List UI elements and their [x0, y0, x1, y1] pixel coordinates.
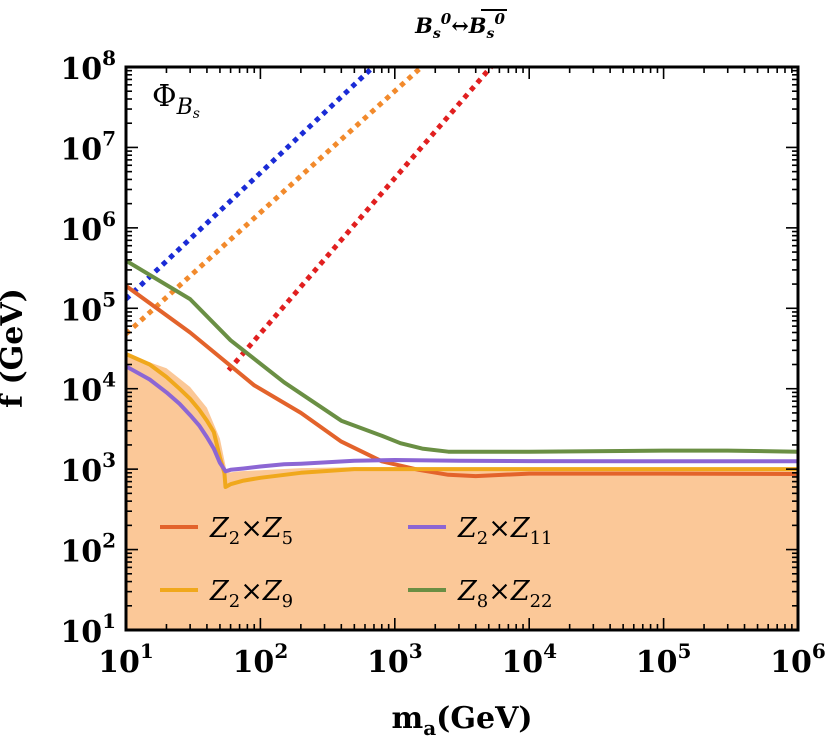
- plot-area: [126, 67, 798, 630]
- series-line-2: [126, 352, 798, 489]
- title-meson-sub: s: [433, 26, 441, 42]
- dashed-line-2: [126, 67, 424, 336]
- dashed-lines: [126, 67, 493, 372]
- chart-title: Bs0↔Bs0: [414, 10, 505, 42]
- series-line-4: [126, 258, 798, 454]
- title-antimeson-sup: 0: [494, 10, 505, 28]
- x-tick-label: 106: [770, 639, 826, 680]
- dashed-line-3: [226, 67, 493, 372]
- x-axis-title: ma(GeV): [391, 701, 532, 740]
- y-tick-label: 104: [60, 368, 116, 409]
- title-antimeson-sub: s: [487, 26, 495, 42]
- y-tick-label: 108: [60, 46, 116, 87]
- series-line-3: [126, 364, 798, 474]
- title-meson: B: [414, 13, 433, 38]
- legend-label: Z2×Z9: [209, 576, 293, 612]
- x-tick-label: 103: [367, 639, 423, 680]
- series-lines: [126, 258, 798, 489]
- y-tick-label: 103: [60, 448, 116, 489]
- y-axis-title: f (GeV): [0, 288, 30, 408]
- title-meson-sup: 0: [441, 10, 452, 28]
- legend-label: Z2×Z5: [209, 513, 293, 549]
- y-tick-label: 101: [60, 609, 116, 650]
- title-antimeson: B: [468, 13, 487, 38]
- y-tick-label: 102: [60, 529, 116, 570]
- series-line-1: [126, 284, 798, 479]
- plot-frame: [124, 65, 800, 632]
- y-tick-labels: 101 102 103 104 105 106 107 108: [60, 46, 116, 650]
- x-tick-label: 104: [501, 639, 557, 680]
- y-tick-label: 105: [60, 287, 116, 328]
- dashed-line-1: [126, 67, 375, 301]
- legend: Z2×Z5 Z2×Z9 Z2×Z11 Z8×Z22: [160, 513, 553, 612]
- x-tick-label: 102: [233, 639, 289, 680]
- y-tick-label: 107: [60, 126, 116, 167]
- phi-annotation: ΦBs: [152, 79, 200, 122]
- excluded-region: [126, 354, 798, 630]
- title-arrow: ↔: [451, 13, 469, 38]
- legend-label: Z8×Z22: [457, 576, 553, 612]
- x-tick-label: 101: [98, 639, 154, 680]
- x-tick-labels: 101 102 103 104 105 106: [98, 639, 826, 680]
- legend-label: Z2×Z11: [457, 513, 553, 549]
- y-tick-label: 106: [60, 207, 116, 248]
- x-tick-label: 105: [636, 639, 692, 680]
